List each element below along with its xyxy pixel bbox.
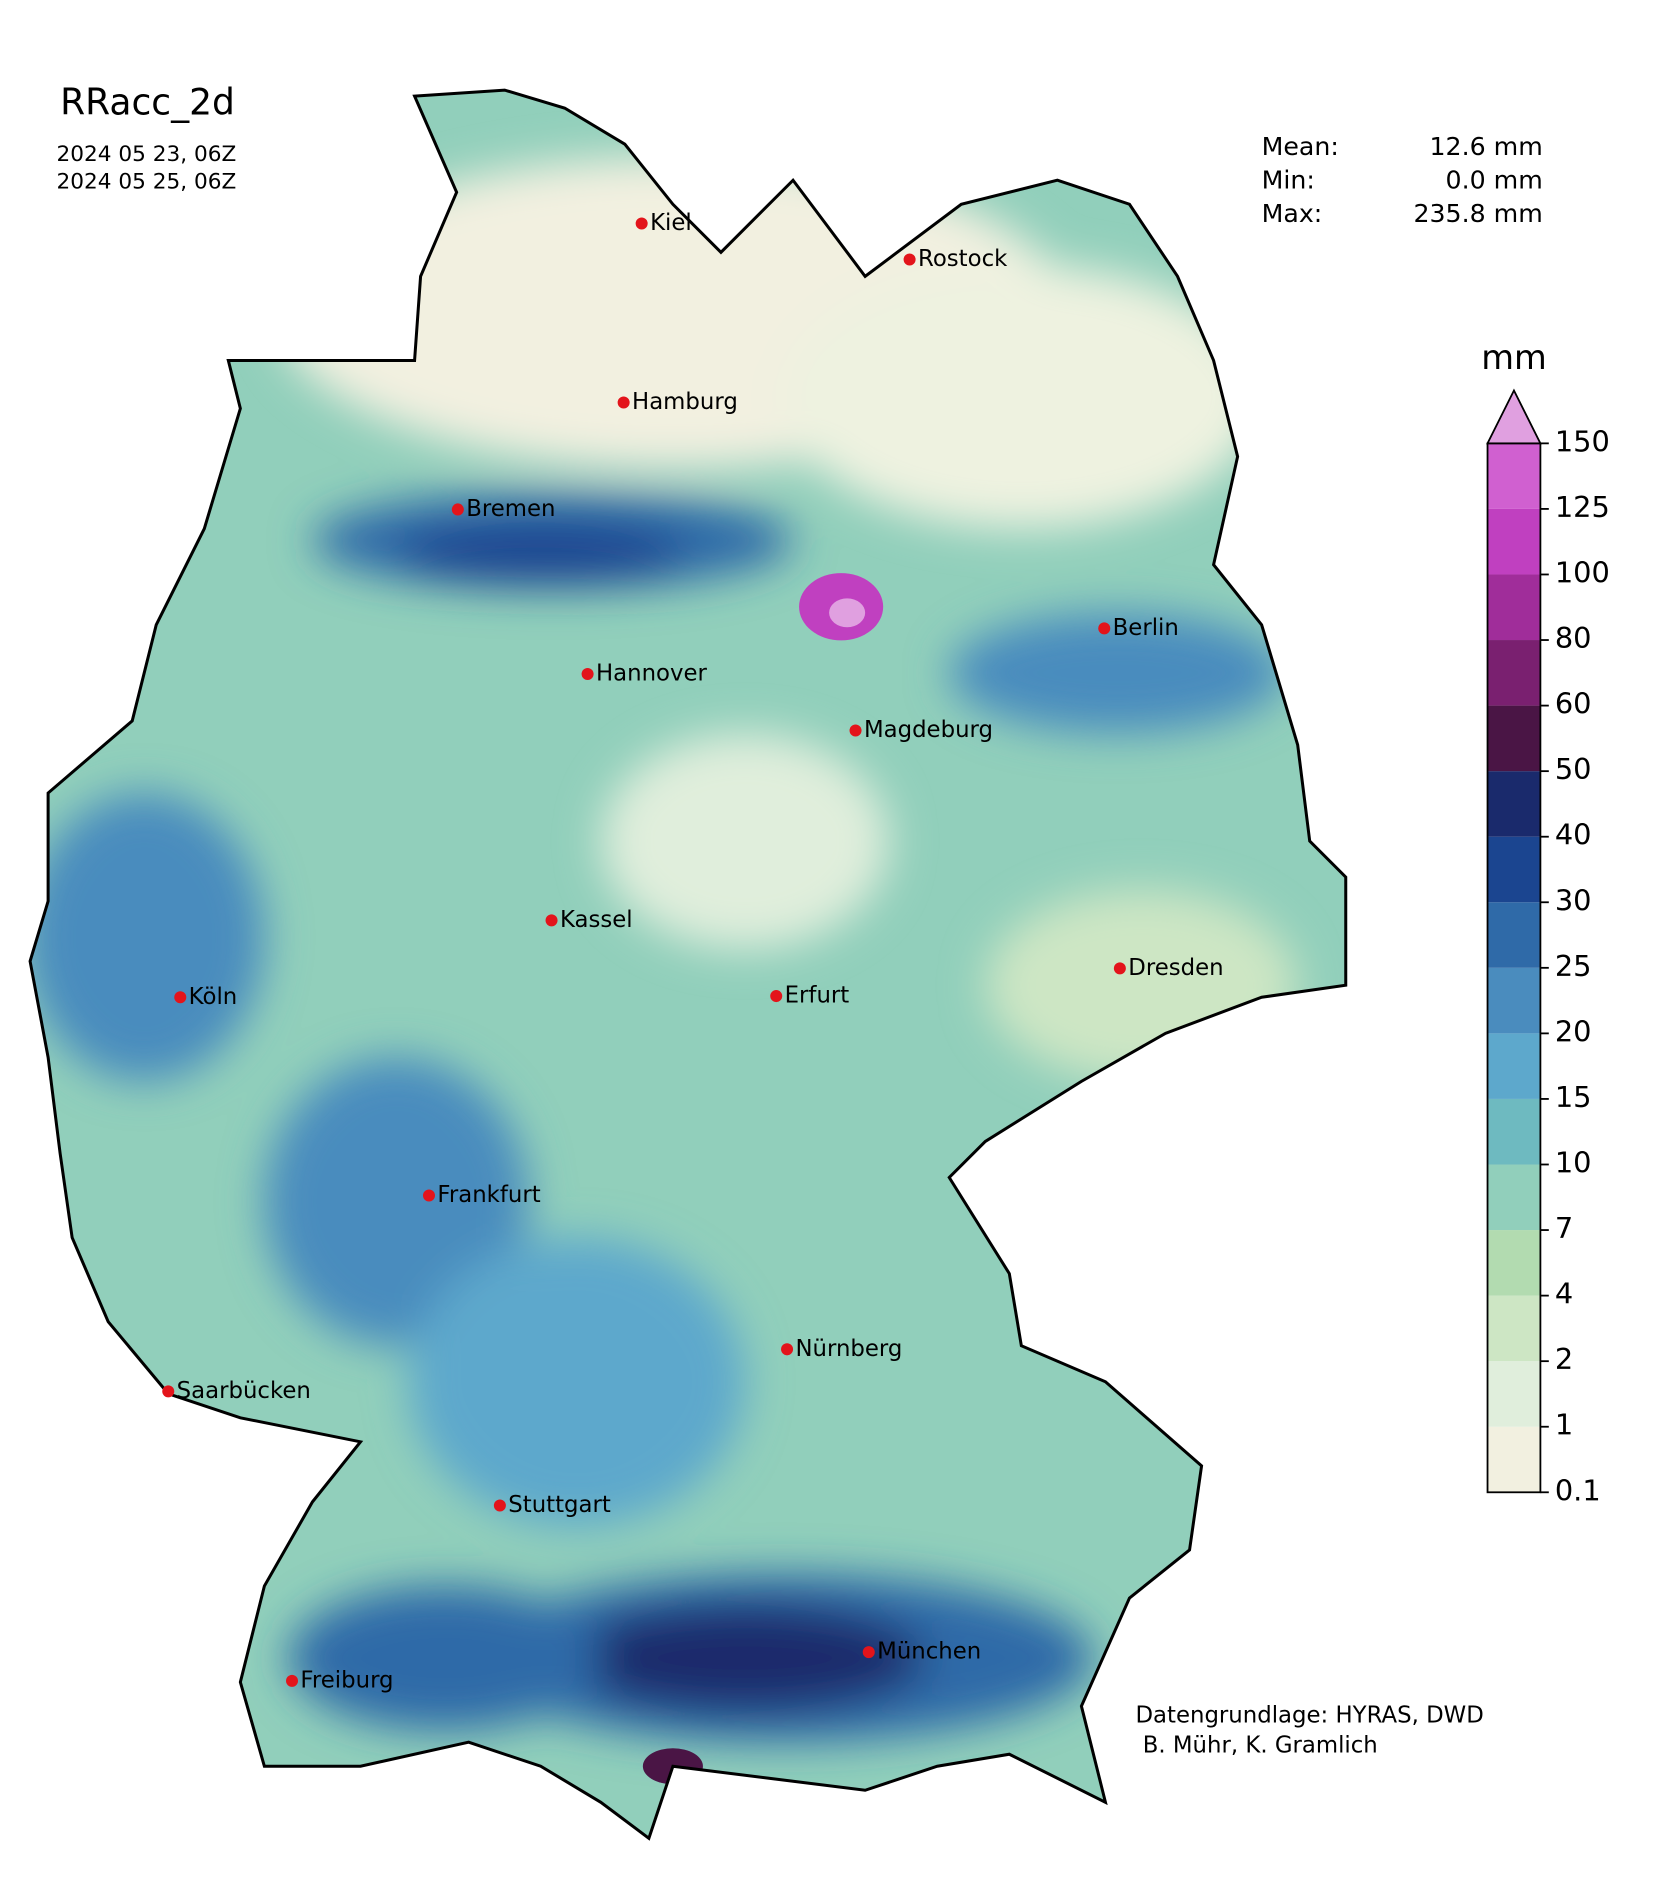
colorbar-extend (1486, 388, 1542, 445)
colorbar-band (1487, 967, 1541, 1034)
city-dot (581, 668, 594, 681)
precipitation-field (30, 90, 1346, 1839)
colorbar-band (1487, 1361, 1541, 1427)
city-label: Hamburg (632, 389, 738, 415)
date: 2024 05 25, 06Z (57, 170, 237, 195)
colorbar-tick-label: 50 (1555, 752, 1592, 786)
colorbar-band (1487, 1295, 1541, 1362)
city-dot (781, 1343, 794, 1356)
colorbar-tick-label: 2 (1555, 1342, 1573, 1376)
stat-label: Max: (1262, 199, 1323, 228)
colorbar-band (1487, 836, 1541, 903)
city-dot (545, 914, 558, 927)
date: 2024 05 23, 06Z (57, 142, 237, 167)
colorbar-band (1487, 1033, 1541, 1099)
credit: B. Mühr, K. Gramlich (1135, 1732, 1377, 1758)
colorbar-tick-label: 10 (1555, 1145, 1592, 1179)
colorbar-band (1487, 705, 1541, 772)
city-dot (1098, 622, 1111, 635)
city-label: Hannover (596, 661, 708, 687)
cities: Kiel Rostock Hamburg Bremen Berlin Hannover Ma… (162, 210, 1224, 1693)
city-dot (635, 217, 648, 230)
city-label: Berlin (1113, 615, 1179, 641)
city-dot (422, 1189, 435, 1202)
colorbar-tick-label: 80 (1555, 621, 1592, 655)
colorbar: 0.1 1 2 4 7 10 15 20 25 30 40 50 60 80 100 125 150 mm (1481, 338, 1610, 1508)
city-dot (849, 724, 862, 737)
colorbar-band (1487, 1164, 1541, 1231)
city-dot (862, 1646, 875, 1659)
stat-label: Mean: (1262, 132, 1339, 161)
colorbar-tick-label: 25 (1555, 949, 1592, 983)
colorbar-tick-label: 0.1 (1555, 1473, 1601, 1507)
city-label: Saarbücken (177, 1378, 311, 1404)
colorbar-unit: mm (1481, 338, 1547, 377)
city-label: Freiburg (300, 1667, 393, 1693)
city-label: Bremen (466, 496, 555, 522)
colorbar-band (1487, 771, 1541, 837)
colorbar-tick-label: 30 (1555, 883, 1592, 917)
colorbar-band (1487, 1098, 1541, 1165)
city-label: Magdeburg (864, 717, 993, 743)
city-dot (174, 991, 187, 1004)
colorbar-tick-label: 150 (1555, 424, 1610, 458)
city-dot (162, 1385, 175, 1398)
colorbar-tick-label: 1 (1555, 1408, 1573, 1442)
city-dot (286, 1674, 299, 1687)
colorbar-tick-label: 15 (1555, 1080, 1592, 1114)
city-label: Dresden (1128, 955, 1223, 981)
credit: Datengrundlage: HYRAS, DWD (1135, 1702, 1483, 1728)
city-label: Erfurt (785, 983, 850, 1009)
city-label: Kassel (560, 907, 633, 933)
city-label: Kiel (650, 210, 692, 236)
map-title: RRacc_2d (60, 83, 235, 124)
city-label: Nürnberg (795, 1336, 902, 1362)
colorbar-tick-label: 7 (1555, 1211, 1573, 1245)
colorbar-band (1487, 640, 1541, 706)
country-border (28, 88, 1348, 1841)
colorbar-band (1487, 902, 1541, 968)
colorbar-tick-label: 60 (1555, 687, 1592, 721)
city-dot (617, 396, 630, 409)
stat-value: 235.8 mm (1413, 199, 1542, 228)
colorbar-tick-label: 40 (1555, 818, 1592, 852)
city-label: München (877, 1639, 981, 1665)
city-dot (770, 990, 783, 1003)
colorbar-band (1487, 574, 1541, 641)
colorbar-tick-label: 20 (1555, 1014, 1592, 1048)
city-label: Köln (189, 984, 238, 1010)
colorbar-band (1487, 1230, 1541, 1296)
city-label: Frankfurt (437, 1182, 540, 1208)
city-label: Rostock (918, 246, 1008, 272)
city-dot (1113, 962, 1126, 975)
city-dot (451, 503, 464, 516)
stat-value: 12.6 mm (1429, 132, 1542, 161)
city-dot (903, 253, 916, 266)
colorbar-tick-label: 4 (1555, 1277, 1573, 1311)
stat-label: Min: (1262, 165, 1315, 194)
colorbar-band (1487, 508, 1541, 575)
colorbar-tick-label: 100 (1555, 555, 1610, 589)
colorbar-band (1487, 1426, 1541, 1493)
city-label: Stuttgart (508, 1492, 611, 1518)
colorbar-tick-label: 125 (1555, 490, 1610, 524)
stats: Mean: 12.6 mm Min: 0.0 mm Max: 235.8 mm (1262, 132, 1543, 228)
colorbar-band (1487, 443, 1541, 509)
stat-value: 0.0 mm (1446, 165, 1543, 194)
city-dot (493, 1499, 506, 1512)
